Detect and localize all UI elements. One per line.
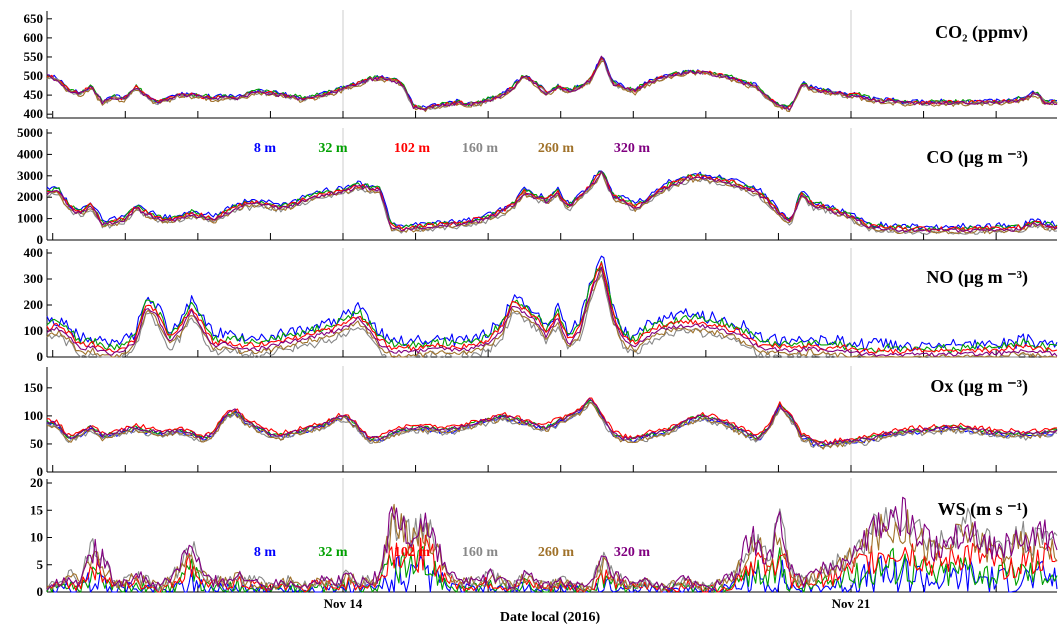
y-tick-label: 400 — [24, 245, 44, 260]
y-tick-label: 550 — [24, 49, 44, 64]
panel-ox: 0 50 100 150 Ox (μg m ⁻³) — [24, 366, 1058, 479]
x-tick-label: Nov 14 — [324, 596, 363, 611]
legend-entry-160m: 160 m — [462, 545, 499, 560]
legend-entry-260m: 260 m — [538, 545, 575, 560]
y-tick-label: 20 — [30, 475, 43, 490]
y-tick-label: 450 — [24, 87, 44, 102]
legend-entry-32m: 32 m — [318, 141, 348, 156]
y-tick-label: 3000 — [17, 168, 43, 183]
series-line-320m — [46, 496, 1058, 592]
series-line-8m — [46, 255, 1058, 352]
series-line-8m — [46, 401, 1058, 447]
y-tick-label: 5 — [37, 557, 44, 572]
panel-co: 0 1000 2000 3000 4000 5000 CO (μg m ⁻³) — [17, 125, 1058, 247]
legend-ws-panel: 8 m 32 m 102 m 160 m 260 m 320 m — [254, 545, 651, 560]
y-tick-label: 200 — [24, 297, 44, 312]
series-line-32m — [46, 261, 1058, 354]
y-tick-label: 10 — [30, 530, 43, 545]
x-tick-label: Nov 21 — [832, 596, 871, 611]
legend-entry-32m: 32 m — [318, 545, 348, 560]
panel-co2: 400 450 500 550 600 650 CO₂ (ppmv) — [24, 10, 1058, 121]
legend-entry-160m: 160 m — [462, 141, 499, 156]
series-line-102m — [46, 262, 1058, 355]
panel-title-co: CO (μg m ⁻³) — [926, 147, 1028, 168]
y-tick-label: 400 — [24, 106, 44, 121]
series-line-320m — [46, 55, 1058, 111]
y-tick-label: 15 — [30, 502, 44, 517]
series-line-320m — [46, 170, 1058, 233]
y-tick-label: 0 — [37, 349, 44, 364]
y-tick-label: 1000 — [17, 211, 43, 226]
y-tick-label: 0 — [37, 464, 44, 479]
legend-entry-320m: 320 m — [614, 545, 651, 560]
y-tick-label: 650 — [24, 11, 44, 26]
y-tick-label: 600 — [24, 30, 44, 45]
series-line-32m — [46, 56, 1058, 110]
panel-no: 0 100 200 300 400 NO (μg m ⁻³) — [24, 245, 1058, 364]
legend-entry-102m: 102 m — [394, 141, 431, 156]
y-tick-label: 5000 — [17, 125, 43, 140]
y-tick-label: 100 — [24, 323, 44, 338]
panel-title-no: NO (μg m ⁻³) — [926, 267, 1028, 288]
y-tick-label: 4000 — [17, 146, 43, 161]
panel-ws: 0 5 10 15 20 WS (m s ⁻¹) — [30, 475, 1058, 599]
y-tick-label: 2000 — [17, 189, 43, 204]
legend-entry-8m: 8 m — [254, 545, 277, 560]
y-tick-label: 100 — [24, 408, 44, 423]
y-tick-label: 150 — [24, 380, 44, 395]
legend-entry-8m: 8 m — [254, 141, 277, 156]
series-line-102m — [46, 397, 1057, 444]
series-line-32m — [46, 399, 1058, 447]
series-line-102m — [46, 171, 1058, 233]
panel-title-co2: CO₂ (ppmv) — [935, 22, 1028, 43]
y-tick-label: 0 — [37, 584, 44, 599]
y-tick-label: 300 — [24, 271, 44, 286]
series-line-260m — [46, 267, 1057, 358]
series-line-160m — [46, 59, 1058, 112]
legend-entry-320m: 320 m — [614, 141, 651, 156]
legend-entry-102m: 102 m — [394, 545, 431, 560]
series-line-160m — [46, 170, 1058, 236]
legend-co-panel: 8 m 32 m 102 m 160 m 260 m 320 m — [254, 141, 651, 156]
series-line-320m — [46, 398, 1058, 446]
series-line-260m — [46, 60, 1058, 113]
y-tick-label: 0 — [37, 232, 44, 247]
panel-title-ox: Ox (μg m ⁻³) — [930, 376, 1028, 397]
y-tick-label: 50 — [30, 436, 43, 451]
panel-title-ws: WS (m s ⁻¹) — [938, 499, 1028, 520]
y-tick-label: 500 — [24, 68, 44, 83]
legend-entry-260m: 260 m — [538, 141, 575, 156]
x-axis-label: Date local (2016) — [500, 610, 601, 625]
series-line-320m — [46, 266, 1058, 357]
